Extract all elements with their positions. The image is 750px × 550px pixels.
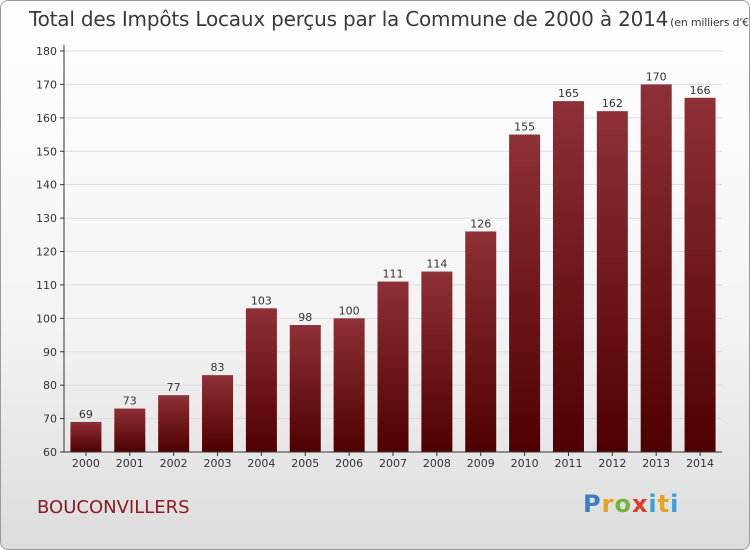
x-tick-label: 2010 — [511, 457, 539, 470]
data-label: 155 — [514, 121, 535, 134]
bar-2006 — [333, 318, 365, 452]
data-label: 162 — [602, 97, 623, 110]
data-label: 100 — [339, 304, 360, 317]
bar-2013 — [640, 84, 672, 453]
x-tick-label: 2007 — [379, 457, 407, 470]
data-label: 165 — [558, 87, 579, 100]
data-label: 83 — [211, 361, 225, 374]
x-tick-label: 2014 — [686, 457, 714, 470]
data-label: 126 — [470, 217, 491, 230]
data-label: 170 — [646, 70, 667, 83]
y-tick-label: 160 — [36, 112, 57, 125]
y-tick-label: 140 — [36, 179, 57, 192]
bar-2008 — [421, 271, 453, 452]
bar-2005 — [289, 325, 321, 452]
x-tick-label: 2013 — [642, 457, 670, 470]
proxiti-logo: Proxiti — [583, 490, 680, 518]
data-label: 111 — [383, 268, 404, 281]
y-tick-label: 60 — [43, 446, 57, 459]
axes: 60 70 80 90 100 110 120 130 140 150 160 170 180 2000 2… — [36, 45, 722, 470]
x-tick-label: 2000 — [72, 457, 100, 470]
bar-2001 — [114, 408, 146, 452]
bar-2007 — [377, 281, 409, 452]
chart-title-text: Total des Impôts Locaux perçus par la Co… — [29, 7, 669, 31]
x-tick-label: 2008 — [423, 457, 451, 470]
data-label: 69 — [79, 408, 93, 421]
y-tick-label: 110 — [36, 279, 57, 292]
bar-2010 — [509, 134, 541, 452]
bars: 69 73 77 83 103 98 100 111 114 126 155 165 162 170 166 — [70, 70, 716, 453]
bar-2014 — [684, 97, 716, 453]
data-label: 73 — [123, 395, 137, 408]
bar-2000 — [70, 421, 102, 452]
x-tick-label: 2006 — [335, 457, 363, 470]
x-tick-label: 2012 — [598, 457, 626, 470]
y-tick-label: 80 — [43, 379, 57, 392]
y-tick-label: 120 — [36, 246, 57, 259]
chart-subtitle: (en milliers d'€) — [670, 16, 750, 29]
y-tick-label: 180 — [36, 45, 57, 58]
bar-2011 — [552, 101, 584, 452]
x-tick-label: 2002 — [160, 457, 188, 470]
y-tick-label: 150 — [36, 145, 57, 158]
y-tick-label: 100 — [36, 312, 57, 325]
x-tick-label: 2001 — [116, 457, 144, 470]
data-label: 98 — [298, 311, 312, 324]
y-tick-label: 170 — [36, 78, 57, 91]
bar-2002 — [158, 395, 190, 452]
x-tick-label: 2009 — [467, 457, 495, 470]
data-label: 77 — [167, 381, 181, 394]
x-tick-label: 2011 — [554, 457, 582, 470]
bar-2009 — [465, 231, 497, 452]
y-tick-label: 90 — [43, 346, 57, 359]
y-tick-label: 130 — [36, 212, 57, 225]
x-tick-label: 2004 — [247, 457, 275, 470]
bar-2003 — [202, 375, 234, 452]
x-tick-label: 2003 — [204, 457, 232, 470]
commune-name: BOUCONVILLERS — [37, 497, 190, 518]
chart-title: Total des Impôts Locaux perçus par la Co… — [29, 7, 750, 31]
data-label: 166 — [690, 84, 711, 97]
bar-2012 — [596, 111, 628, 453]
data-label: 114 — [426, 258, 447, 271]
y-tick-label: 70 — [43, 413, 57, 426]
bar-2004 — [245, 308, 277, 452]
data-label: 103 — [251, 294, 272, 307]
x-tick-label: 2005 — [291, 457, 319, 470]
